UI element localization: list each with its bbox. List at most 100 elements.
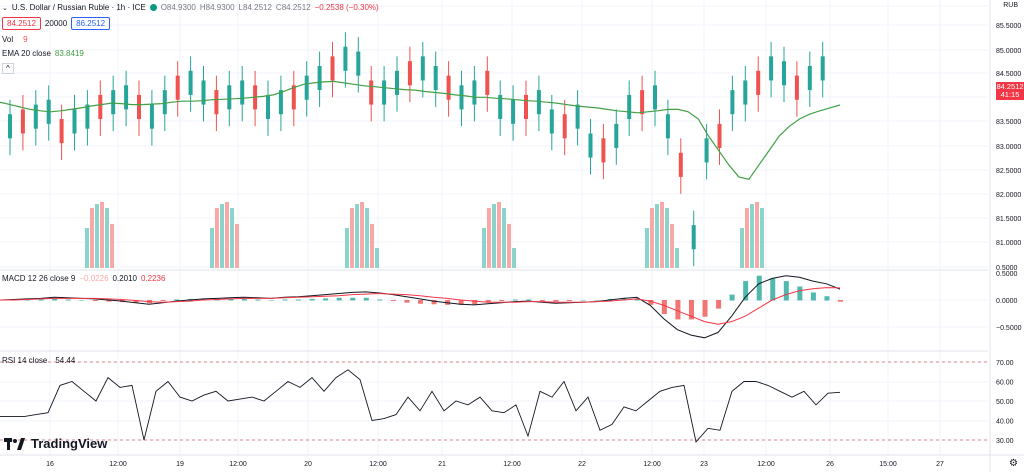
candle-body [317, 65, 322, 91]
candle-body [459, 85, 464, 110]
volume-bar [215, 208, 219, 268]
macd-histogram-bar [65, 299, 71, 301]
candle-body [343, 46, 348, 71]
macd-histogram-bar [390, 300, 396, 302]
time-tick-label: 12:00 [757, 461, 775, 468]
volume-bar [512, 248, 516, 268]
candle-body [717, 123, 722, 148]
macd-histogram-bar [255, 299, 261, 301]
price-tick-label: 0.5000 [996, 265, 1018, 272]
time-tick-label: 23 [700, 461, 708, 468]
candle-body [124, 85, 129, 110]
macd-legend[interactable]: MACD 12 26 close 9 −0.0226 0.2010 0.2236 [2, 274, 165, 283]
candle-body [291, 85, 296, 110]
volume-bar [665, 208, 669, 268]
rsi-tick-label: 60.00 [996, 380, 1014, 387]
macd-histogram-bar [594, 300, 600, 301]
rsi-legend[interactable]: RSI 14 close 54.44 [2, 356, 75, 365]
candle-body [85, 104, 90, 129]
macd-histogram-bar [431, 300, 437, 305]
candle-body [511, 99, 516, 124]
ohlc-open: O84.9300 [160, 3, 196, 12]
price-tick-label: 82.0000 [996, 192, 1021, 199]
time-tick-label: 20 [304, 461, 312, 468]
candle-body [407, 61, 412, 86]
macd-histogram-bar [350, 297, 356, 301]
rsi-label: RSI 14 close [2, 356, 48, 365]
ema-legend[interactable]: EMA 20 close 83.8419 [2, 49, 84, 58]
price-tick-label: 85.5000 [996, 23, 1021, 30]
volume-bar [355, 204, 359, 268]
candle-body [59, 119, 64, 144]
currency-label[interactable]: RUB [1003, 2, 1018, 9]
macd-histogram-bar [485, 300, 491, 303]
candle-body [162, 90, 167, 115]
candle-body [201, 80, 206, 105]
rsi-tick-label: 40.00 [996, 419, 1014, 426]
price-tick-label: 81.0000 [996, 240, 1021, 247]
candle-body [395, 70, 399, 95]
macd-histogram-bar [472, 300, 478, 305]
candle-body [356, 51, 361, 76]
macd-histogram-bar [377, 299, 383, 301]
time-axis[interactable]: 16 12:00 19 12:00 20 12:00 21 12:00 22 12:00 23 12:… [46, 461, 944, 468]
volume-bar [375, 248, 379, 268]
time-tick-label: 22 [578, 461, 586, 468]
macd-histogram-bar [268, 300, 274, 301]
candle-body [730, 90, 735, 115]
macd-value: 0.2010 [112, 274, 137, 283]
candle-body [446, 75, 451, 100]
rsi-tick-label: 30.00 [996, 438, 1014, 445]
volume-bar [492, 204, 496, 268]
candle-body [704, 138, 709, 163]
chevron-down-icon[interactable]: ⌄ [2, 4, 8, 12]
candle-body [782, 61, 786, 86]
candle-body [98, 94, 103, 120]
time-tick-label: 27 [936, 461, 944, 468]
volume-bar [487, 208, 491, 268]
macd-histogram-bar [580, 300, 586, 301]
time-tick-label: 12:00 [109, 461, 127, 468]
candle-body [588, 133, 593, 158]
time-tick-label: 12:00 [369, 461, 387, 468]
market-status-icon [149, 4, 157, 11]
volume-bar [230, 208, 234, 268]
rsi-tick-label: 70.00 [996, 360, 1014, 367]
volume-bar [370, 224, 374, 268]
buy-button[interactable]: 86.2512 [71, 17, 111, 30]
macd-histogram-bar [756, 275, 762, 301]
candle-body [627, 94, 632, 120]
macd-histogram-bar [810, 292, 816, 301]
candle-body [433, 65, 438, 91]
sell-button[interactable]: 84.2512 [2, 17, 41, 30]
collapse-legend-button[interactable]: ^ [2, 63, 14, 74]
volume-bar [225, 202, 229, 268]
macd-line [0, 275, 841, 339]
candle-body [472, 80, 477, 105]
candle-body [188, 70, 193, 95]
price-tick-label: 85.0000 [996, 48, 1021, 55]
macd-histogram-bar [282, 299, 288, 301]
current-price-value: 84.2512 [996, 82, 1024, 91]
candle-body [549, 109, 554, 134]
tradingview-logo[interactable]: TradingView [4, 436, 107, 451]
macd-histogram-bar [838, 300, 843, 302]
macd-histogram-bar [79, 300, 85, 301]
volume-bar [760, 208, 764, 268]
macd-histogram-bar [52, 298, 58, 301]
gear-icon[interactable]: ⚙ [1009, 458, 1018, 469]
ohlc-high: H84.9300 [199, 3, 235, 12]
price-axis[interactable]: 85.500085.000084.500084.000083.500083.00… [996, 23, 1021, 272]
macd-histogram-bar [458, 300, 464, 305]
ema-label: EMA 20 close [2, 49, 51, 58]
candlesticks[interactable] [8, 32, 825, 267]
macd-hist-value: −0.0226 [79, 274, 109, 283]
vol-legend[interactable]: Vol 9 [2, 35, 28, 44]
price-tick-label: 83.5000 [996, 119, 1021, 126]
macd-histogram-bar [539, 300, 545, 302]
macd-histogram-bar [729, 294, 735, 301]
time-tick-label: 21 [438, 461, 446, 468]
candle-body [20, 109, 25, 134]
symbol-title[interactable]: U.S. Dollar / Russian Ruble · 1h · ICE [11, 3, 146, 12]
